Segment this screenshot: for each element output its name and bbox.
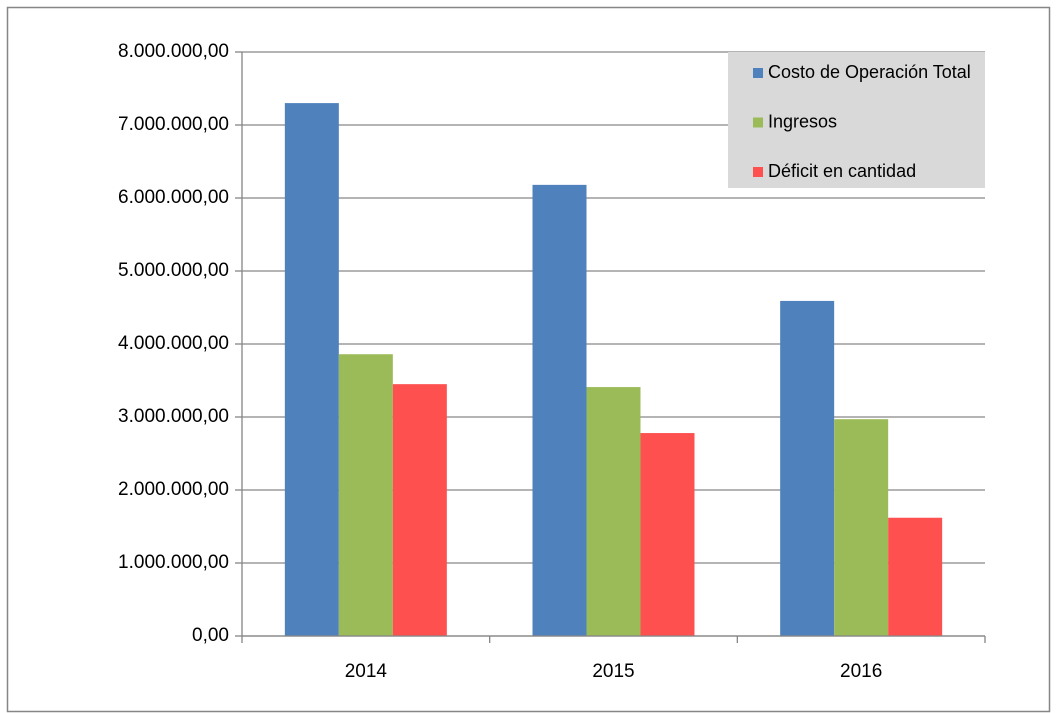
bar: [532, 184, 587, 637]
y-tick-label: 6.000.000,00: [118, 187, 229, 208]
legend-label: Ingresos: [768, 111, 837, 131]
legend: Costo de Operación Total Ingresos Déficit …: [728, 52, 985, 188]
bar: [780, 300, 835, 636]
y-tick-label: 5.000.000,00: [118, 260, 229, 281]
legend-swatch: [753, 117, 763, 128]
bar: [284, 103, 339, 637]
legend-label: Déficit en cantidad: [768, 161, 916, 181]
legend-box: [728, 52, 985, 188]
bar: [888, 517, 943, 636]
y-tick-label: 7.000.000,00: [118, 114, 229, 135]
bar: [586, 387, 641, 636]
bar: [392, 384, 447, 636]
y-tick-label: 2.000.000,00: [118, 479, 229, 500]
x-tick-label: 2016: [840, 661, 882, 682]
bar: [834, 419, 889, 636]
x-tick-label: 2015: [592, 661, 634, 682]
y-tick-label: 0,00: [192, 625, 229, 646]
y-tick-label: 1.000.000,00: [118, 552, 229, 573]
legend-label: Costo de Operación Total: [768, 62, 971, 82]
y-tick-label: 4.000.000,00: [118, 333, 229, 354]
bar: [640, 433, 695, 636]
legend-swatch: [753, 68, 763, 78]
y-tick-label: 3.000.000,00: [118, 406, 229, 427]
y-tick-label: 8.000.000,00: [118, 41, 229, 62]
legend-swatch: [753, 167, 763, 177]
bar: [338, 354, 393, 636]
x-tick-label: 2014: [345, 661, 388, 682]
